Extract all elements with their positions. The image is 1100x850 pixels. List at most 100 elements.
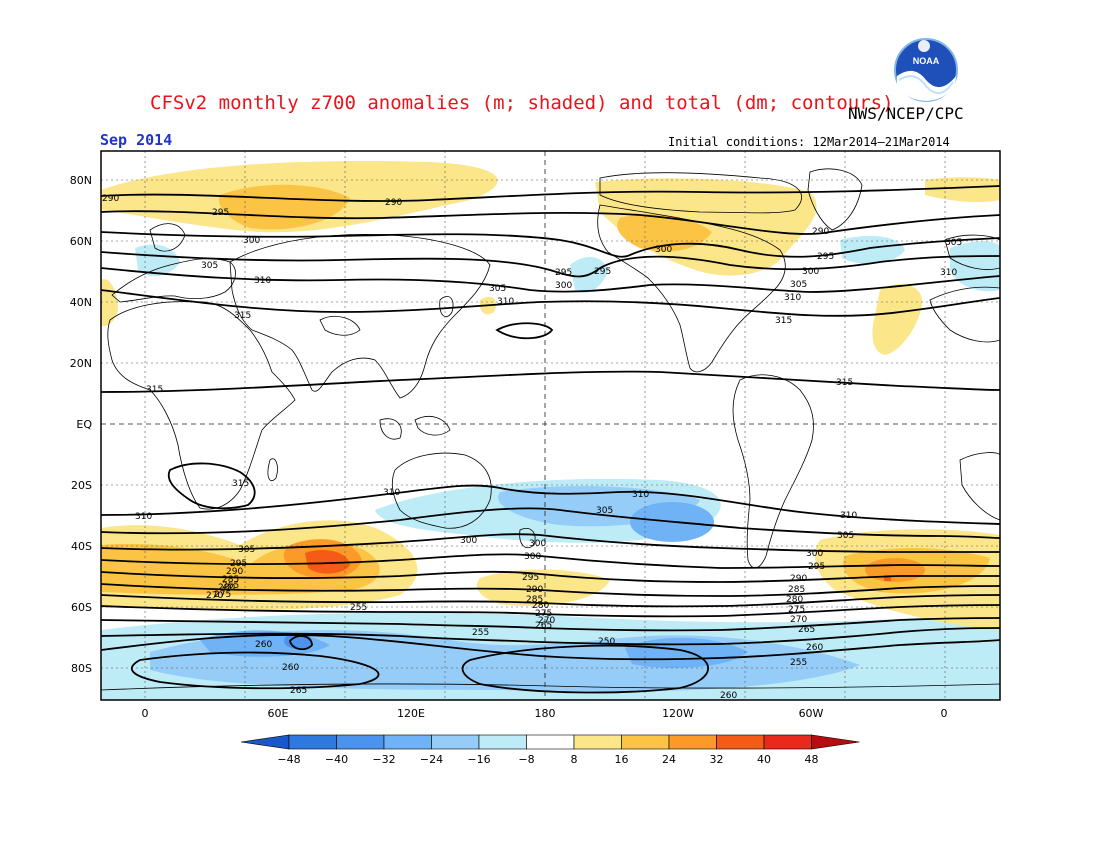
latitude-axis: 80N 60N 40N 20N EQ 20S 40S 60S 80S: [70, 174, 93, 675]
contour-label: 310: [497, 297, 514, 307]
colorbar-swatch: [478, 734, 527, 750]
lon-tick-label: 0: [142, 707, 149, 720]
contour-label: 305: [489, 284, 506, 294]
graticule: [101, 151, 1000, 700]
contour-label: 285: [526, 595, 543, 605]
contour-label: 290: [790, 574, 807, 584]
colorbar-high-arrow: [811, 734, 860, 750]
contour-label: 315: [232, 479, 249, 489]
initial-conditions: Initial conditions: 12Mar2014–21Mar2014: [668, 135, 950, 149]
noaa-logo-text: NOAA: [913, 56, 940, 66]
contour-label: 305: [238, 545, 255, 555]
contour-label: 295: [555, 268, 572, 278]
map-panel: 290 295 300 305 310 315 290 295 300 305 …: [100, 150, 1001, 701]
lat-tick-label: 60S: [71, 601, 92, 614]
colorbar-tick-label: 24: [662, 753, 676, 766]
contour-label: 270: [790, 615, 807, 625]
colorbar-swatch: [288, 734, 337, 750]
lat-tick-label: 80S: [71, 662, 92, 675]
contour-label: 295: [522, 573, 539, 583]
contour-label: 295: [230, 559, 247, 569]
contour-label: 260: [255, 640, 272, 650]
lon-tick-label: 180: [535, 707, 556, 720]
figure-title: CFSv2 monthly z700 anomalies (m; shaded)…: [150, 92, 894, 114]
contour-label: 305: [790, 280, 807, 290]
contour-label: 300: [243, 236, 260, 246]
contour-label: 280: [532, 601, 549, 611]
contour-label: 255: [790, 658, 807, 668]
contour-label: 315: [146, 385, 163, 395]
contour-label: 305: [945, 238, 962, 248]
colorbar-tick-label: −32: [372, 753, 395, 766]
colorbar-swatch: [431, 734, 480, 750]
contour-label: 290: [226, 567, 243, 577]
lat-tick-label: 80N: [70, 174, 92, 187]
contour-label: 265: [290, 686, 307, 696]
contour-label: 255: [350, 603, 367, 613]
colorbar-tick-label: −8: [518, 753, 534, 766]
contour-label: 270: [206, 591, 223, 601]
contour-label: 275: [535, 609, 552, 619]
contour-label: 260: [282, 663, 299, 673]
contour-label: 300: [806, 549, 823, 559]
contour-label: 285: [222, 575, 239, 585]
contour-label: 300: [802, 267, 819, 277]
contour-label: 310: [840, 511, 857, 521]
height-contours: [101, 185, 1000, 694]
contour-label: 305: [596, 506, 613, 516]
colorbar-tick-label: 8: [571, 753, 578, 766]
contour-label: 290: [812, 227, 829, 237]
colorbar-tick-label: 32: [710, 753, 724, 766]
agency-label: NWS/NCEP/CPC: [848, 104, 964, 123]
contour-label: 250: [598, 637, 615, 647]
longitude-axis: 0 60E 120E 180 120W 60W 0: [142, 707, 948, 720]
colorbar-swatch: [526, 734, 575, 750]
contour-label: 310: [135, 512, 152, 522]
colorbar-swatch: [668, 734, 717, 750]
contour-label: 310: [254, 276, 271, 286]
contour-label: 270: [538, 616, 555, 626]
contour-label: 310: [632, 490, 649, 500]
colorbar-tick-label: −16: [467, 753, 490, 766]
contour-label: 305: [837, 531, 854, 541]
map-frame: [100, 150, 1001, 701]
contour-label: 295: [212, 208, 229, 218]
lon-tick-label: 120W: [662, 707, 694, 720]
contour-label: 300: [529, 539, 546, 549]
contour-label: 295: [808, 562, 825, 572]
contour-label: 305: [201, 261, 218, 271]
lat-tick-label: 20S: [71, 479, 92, 492]
contour-label: 265: [798, 625, 815, 635]
lat-tick-label: EQ: [76, 418, 92, 431]
lon-tick-label: 120E: [397, 707, 425, 720]
colorbar-swatch: [336, 734, 385, 750]
contour-label-group: 290 295 300 305 310 315 290 295 300 305 …: [102, 194, 962, 701]
contour-label: 295: [594, 267, 611, 277]
colorbar-swatch: [763, 734, 812, 750]
contour-label: 260: [806, 643, 823, 653]
contour-label: 290: [385, 198, 402, 208]
contour-label: 275: [788, 605, 805, 615]
colorbar-low-arrow: [240, 734, 290, 750]
noaa-logo: NOAA: [894, 38, 958, 102]
colorbar: −48 −40 −32 −24 −16 −8 8 16 24 32 40 48: [240, 734, 860, 766]
contour-label: 280: [786, 595, 803, 605]
contour-label: 290: [102, 194, 119, 204]
contour-label: 280: [218, 583, 235, 593]
contour-label: 300: [524, 552, 541, 562]
equator-dateline: [101, 151, 1000, 700]
forecast-month: Sep 2014: [100, 131, 172, 149]
lat-tick-label: 20N: [70, 357, 92, 370]
lat-tick-label: 40N: [70, 296, 92, 309]
contour-label: 265: [222, 581, 239, 591]
lat-tick-label: 60N: [70, 235, 92, 248]
colorbar-tick-label: 48: [805, 753, 819, 766]
contour-label: 300: [460, 536, 477, 546]
lon-tick-label: 60W: [799, 707, 824, 720]
contour-label: 300: [655, 245, 672, 255]
contour-label: 290: [526, 585, 543, 595]
colorbar-tick-label: −40: [325, 753, 348, 766]
colorbar-swatch: [383, 734, 432, 750]
colorbar-swatch: [573, 734, 622, 750]
lon-tick-label: 60E: [268, 707, 289, 720]
